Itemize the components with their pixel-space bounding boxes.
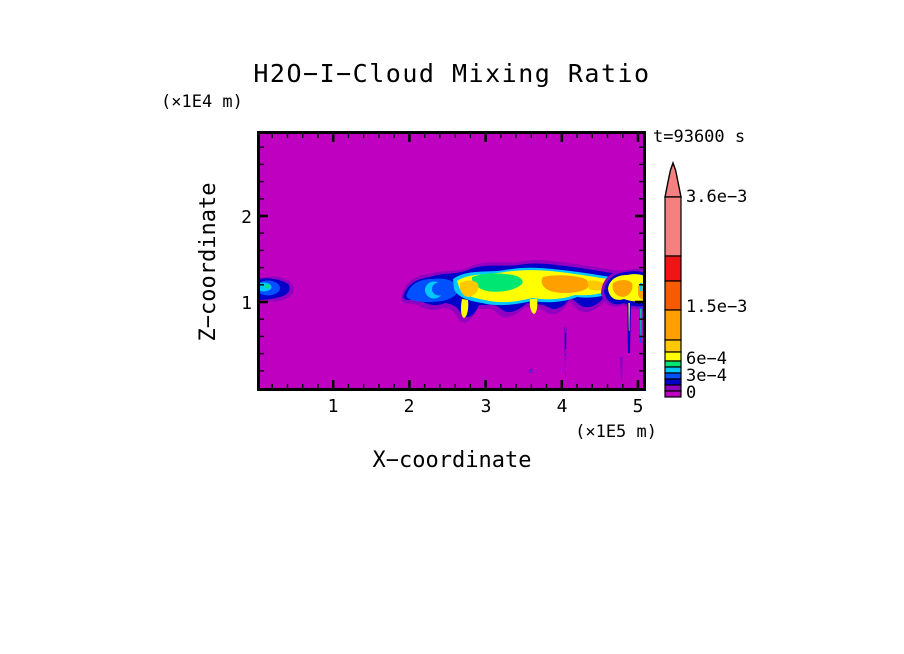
y-axis-title: Z−coordinate — [196, 182, 221, 342]
plot-area — [257, 131, 646, 391]
colorbar-segments — [664, 196, 682, 398]
chart-title: H2O−I−Cloud Mixing Ratio — [253, 59, 651, 88]
colorbar-label-6e-4: 6e−4 — [686, 349, 727, 369]
plot-border — [257, 131, 646, 391]
x-tick-label-3: 3 — [480, 396, 492, 417]
y-tick-label-2: 2 — [241, 207, 252, 228]
x-tick-label-1: 1 — [327, 396, 339, 417]
x-tick-label-4: 4 — [556, 396, 568, 417]
colorbar-arrow — [664, 160, 682, 198]
colorbar-label-1.5e-3: 1.5e−3 — [686, 297, 748, 317]
time-annotation: t=93600 s — [653, 127, 746, 147]
plot-background — [257, 131, 646, 391]
central-cloud — [401, 260, 635, 323]
colorbar-label-3e-4: 3e−4 — [686, 366, 727, 386]
colorbar — [664, 160, 682, 398]
y-tick-label-1: 1 — [241, 293, 252, 314]
colorbar-label-0: 0 — [686, 383, 697, 403]
x-tick-label-5: 5 — [632, 396, 644, 417]
x-axis-title: X−coordinate — [372, 448, 532, 473]
x-tick-label-2: 2 — [403, 396, 415, 417]
fall-streaks — [528, 303, 643, 379]
x-axis-unit-label: (×1E5 m) — [575, 422, 657, 442]
y-axis-unit-label: (×1E4 m) — [161, 92, 243, 112]
colorbar-label-3.6e-3: 3.6e−3 — [686, 187, 748, 207]
